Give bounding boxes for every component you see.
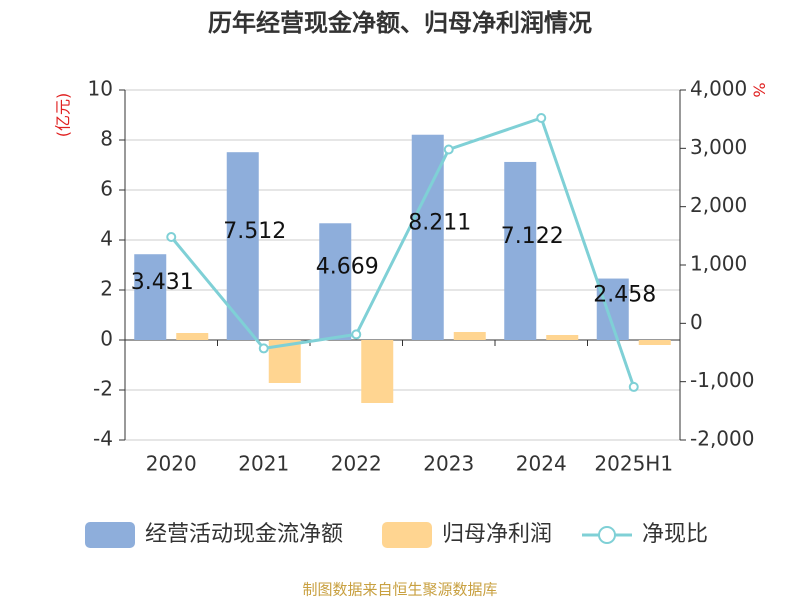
legend-label: 归母净利润	[442, 522, 552, 547]
y-tick-label: 2	[100, 277, 113, 301]
data-label: 7.512	[223, 219, 286, 244]
y2-tick-label: 1,000	[690, 252, 747, 276]
x-tick-label: 2025H1	[594, 452, 673, 476]
bar	[504, 161, 537, 340]
legend-swatch	[598, 526, 616, 544]
line-point	[628, 381, 639, 392]
data-label: 2.458	[593, 282, 656, 307]
data-label: 7.122	[501, 224, 564, 249]
x-tick-label: 2021	[238, 452, 289, 476]
x-tick-label: 2024	[516, 452, 567, 476]
y-tick-label: 0	[100, 327, 113, 351]
line	[170, 116, 636, 388]
y2-tick-label: -1,000	[690, 368, 754, 392]
y-tick-label: 8	[100, 127, 113, 151]
legend-label: 经营活动现金流净额	[145, 522, 343, 547]
data-label: 3.431	[131, 270, 194, 295]
y-axis-label: (亿元)	[54, 93, 73, 138]
y2-tick-label: -2,000	[690, 427, 754, 451]
y2-axis-label: %	[750, 82, 769, 97]
data-label: 8.211	[408, 210, 471, 235]
line-point	[536, 113, 547, 123]
bar	[319, 223, 352, 340]
data-label: 4.669	[316, 255, 379, 280]
x-tick-label: 2022	[331, 452, 382, 476]
chart-title: 历年经营现金净额、归母净利润情况	[208, 9, 592, 37]
bar	[453, 332, 486, 340]
line-point	[258, 343, 269, 354]
y-tick-label: -4	[93, 427, 113, 451]
bar	[134, 254, 167, 340]
x-tick-label: 2020	[146, 452, 197, 476]
y2-tick-label: 4,000	[690, 77, 747, 101]
line-point	[166, 232, 177, 242]
legend-label: 净现比	[642, 522, 708, 547]
y2-tick-label: 3,000	[690, 135, 747, 159]
y-tick-label: 4	[100, 227, 113, 251]
bar	[361, 340, 394, 403]
x-tick-label: 2023	[423, 452, 474, 476]
bar	[546, 335, 579, 340]
y-tick-label: 10	[88, 77, 113, 101]
bar	[638, 340, 671, 345]
footer: 制图数据来自恒生聚源数据库	[302, 581, 497, 599]
line-point	[443, 144, 454, 155]
y-tick-label: -2	[93, 377, 113, 401]
y-tick-label: 6	[100, 177, 113, 201]
legend-swatch	[85, 522, 135, 548]
line-point	[351, 329, 362, 340]
bar	[176, 333, 209, 340]
y2-tick-label: 0	[690, 310, 703, 334]
bar	[411, 134, 444, 340]
legend-swatch	[382, 522, 432, 548]
y2-tick-label: 2,000	[690, 193, 747, 217]
